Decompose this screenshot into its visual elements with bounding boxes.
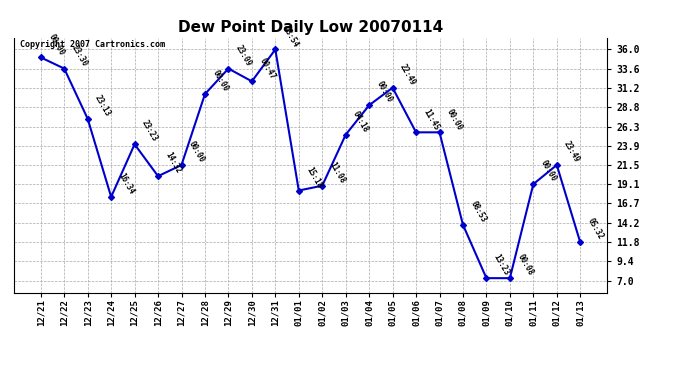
Text: Copyright 2007 Cartronics.com: Copyright 2007 Cartronics.com [20, 40, 165, 49]
Text: 23:13: 23:13 [93, 93, 112, 118]
Text: 05:32: 05:32 [586, 217, 605, 242]
Text: 23:49: 23:49 [562, 140, 582, 164]
Text: 00:00: 00:00 [46, 32, 66, 57]
Title: Dew Point Daily Low 20070114: Dew Point Daily Low 20070114 [178, 20, 443, 35]
Text: 13:23: 13:23 [492, 253, 511, 278]
Text: 23:23: 23:23 [140, 119, 159, 144]
Text: 04:18: 04:18 [351, 110, 371, 134]
Text: 00:47: 00:47 [257, 56, 277, 81]
Text: 15:18: 15:18 [304, 165, 324, 190]
Text: 00:08: 00:08 [515, 253, 535, 278]
Text: 11:08: 11:08 [328, 160, 347, 185]
Text: 11:45: 11:45 [422, 107, 441, 132]
Text: 00:00: 00:00 [210, 69, 230, 93]
Text: 08:53: 08:53 [469, 200, 488, 224]
Text: 23:30: 23:30 [70, 43, 89, 68]
Text: 22:49: 22:49 [398, 62, 417, 87]
Text: 23:09: 23:09 [234, 43, 253, 68]
Text: 00:00: 00:00 [187, 140, 206, 164]
Text: 00:00: 00:00 [445, 107, 464, 132]
Text: 16:34: 16:34 [117, 172, 136, 196]
Text: 23:54: 23:54 [281, 24, 300, 49]
Text: 00:00: 00:00 [539, 159, 558, 183]
Text: 00:00: 00:00 [375, 80, 394, 105]
Text: 14:32: 14:32 [164, 151, 183, 176]
